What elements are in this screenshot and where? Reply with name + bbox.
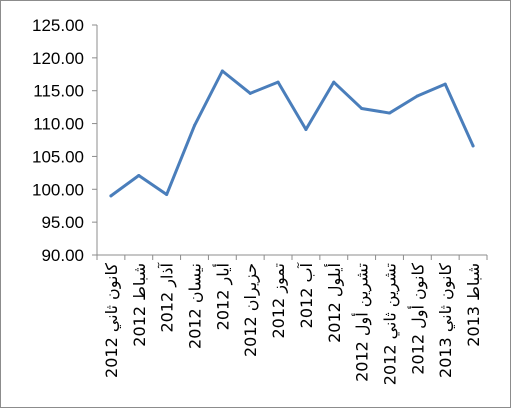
x-tick-label: كانون أول 2012: [407, 263, 428, 375]
data-point: [276, 80, 280, 84]
x-tick-label: شباط 2012: [130, 263, 149, 347]
x-tick-label: أيلول 2012: [324, 263, 345, 343]
y-tick-label: 100.00: [32, 180, 84, 199]
data-point: [137, 173, 141, 177]
x-tick-label: تشرين أول 2012: [352, 263, 373, 382]
x-tick-label: أيار 2012: [212, 263, 233, 330]
x-tick-label: آذار 2012: [158, 261, 178, 332]
data-point: [388, 111, 391, 115]
x-tick-label: حزيران 2012: [241, 263, 261, 357]
x-tick-label: كانون ثاني 2013: [436, 263, 456, 378]
data-point: [443, 82, 447, 86]
data-point: [165, 193, 169, 197]
data-point: [109, 194, 113, 198]
y-tick-label: 125.00: [32, 16, 84, 35]
data-point: [248, 91, 252, 95]
y-tick-label: 115.00: [33, 82, 84, 101]
data-point: [471, 144, 475, 148]
series-line: [109, 69, 475, 198]
y-tick-label: 105.00: [32, 147, 84, 166]
x-tick-label: تموز 2012: [269, 263, 289, 339]
data-point: [304, 127, 308, 131]
x-tick-label: نيسان 2012: [186, 263, 205, 349]
data-point: [220, 69, 224, 73]
x-tick-label: تشرين ثاني 2012: [381, 263, 401, 385]
data-point: [332, 80, 336, 84]
x-tick-label: شباط 2013: [464, 263, 483, 347]
y-tick-label: 110.00: [33, 115, 84, 134]
x-tick-label: آب 2012: [297, 261, 316, 328]
data-point: [193, 124, 196, 128]
data-point: [360, 106, 364, 110]
y-tick-label: 120.00: [32, 49, 84, 68]
x-tick-label: كانون ثاني 2012: [102, 263, 122, 378]
data-point: [415, 94, 419, 98]
y-tick-label: 95.00: [41, 213, 84, 232]
y-tick-label: 90.00: [41, 246, 84, 265]
